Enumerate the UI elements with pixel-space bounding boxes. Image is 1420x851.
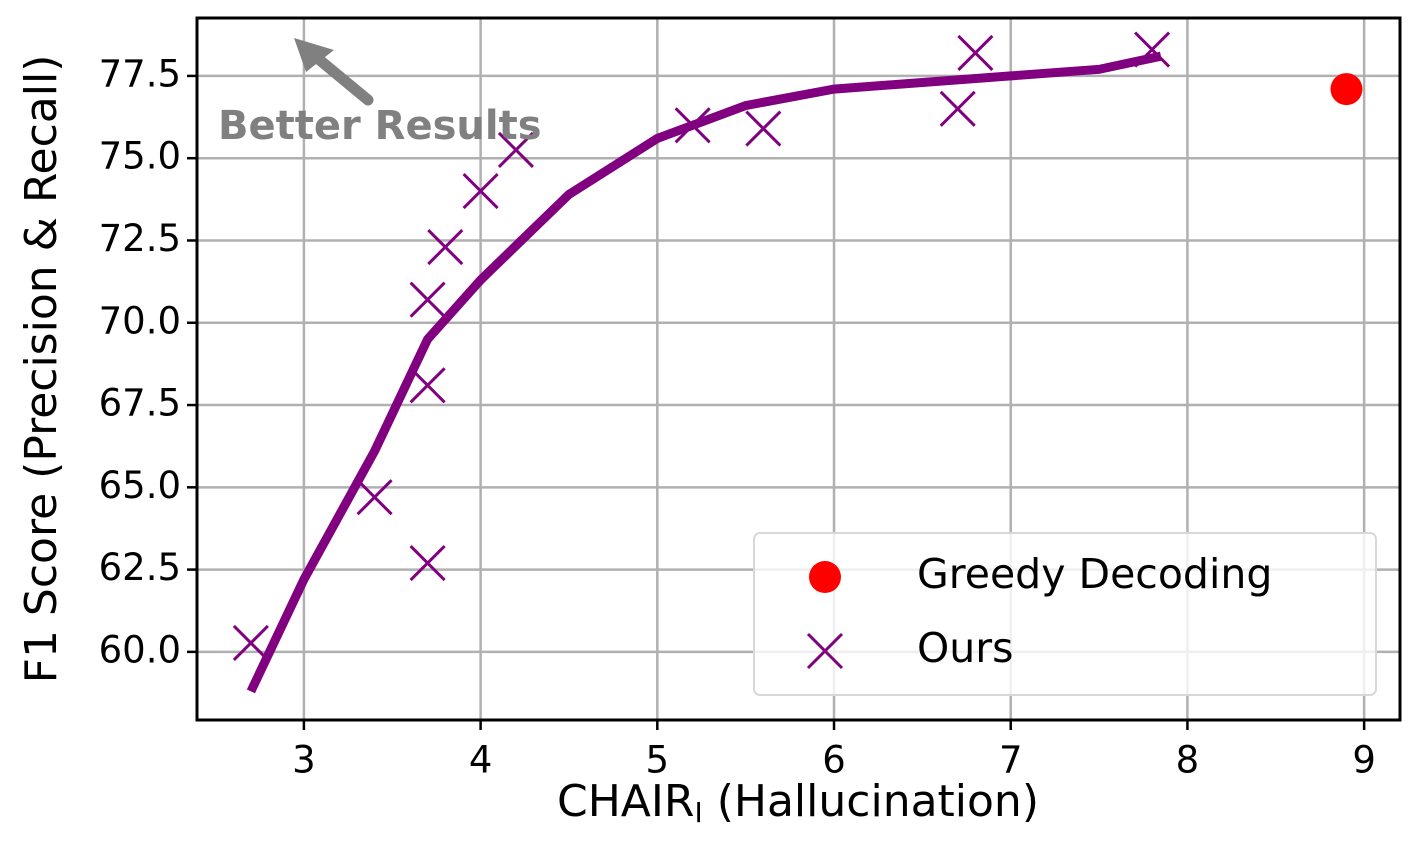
y-axis-label: F1 Score (Precision & Recall) [16, 55, 67, 684]
x-marker [806, 632, 844, 670]
x-marker [427, 229, 464, 266]
marks [232, 31, 1363, 694]
x-marker [409, 544, 446, 582]
x-marker [939, 90, 976, 127]
x-tick-label: 3 [292, 739, 316, 782]
x-tick-label: 9 [1352, 739, 1376, 782]
x-tick-label: 7 [999, 739, 1023, 782]
legend-box [753, 532, 1377, 696]
x-tick-label: 8 [1176, 739, 1200, 782]
y-tick-label: 70.0 [99, 299, 181, 342]
x-tick-label: 6 [822, 739, 846, 782]
annotation-arrow [294, 38, 374, 106]
legend-marker [809, 561, 841, 593]
fit-curve [246, 51, 1162, 694]
x-marker [497, 131, 535, 169]
x-marker [409, 281, 446, 318]
y-tick-label: 62.5 [99, 546, 181, 589]
y-tick-label: 67.5 [99, 382, 181, 425]
x-marker [232, 624, 269, 662]
x-marker [957, 34, 994, 71]
x-label-main: CHAIR [557, 776, 694, 827]
y-tick-label: 72.5 [99, 217, 181, 260]
plot-frame [195, 16, 1402, 722]
x-marker [409, 367, 446, 404]
point [1330, 73, 1363, 106]
x-label-rest: (Hallucination) [703, 776, 1039, 827]
legend-label: Ours [917, 624, 1013, 672]
x-marker [745, 110, 782, 147]
x-label-sub: I [694, 796, 702, 829]
x-tick-label: 4 [469, 739, 493, 782]
y-tick-label: 60.0 [99, 628, 181, 671]
x-axis-label: CHAIRI (Hallucination) [557, 776, 1039, 829]
y-tick-label: 77.5 [99, 52, 181, 95]
y-tick-label: 65.0 [99, 464, 181, 507]
x-marker [462, 173, 499, 210]
annotation: Better Results [218, 103, 542, 149]
legend-label: Greedy Decoding [917, 550, 1272, 598]
y-tick-label: 75.0 [99, 135, 181, 178]
x-tick-label: 5 [646, 739, 670, 782]
legend: Greedy Decoding Ours [753, 532, 1377, 696]
x-marker [356, 479, 393, 516]
